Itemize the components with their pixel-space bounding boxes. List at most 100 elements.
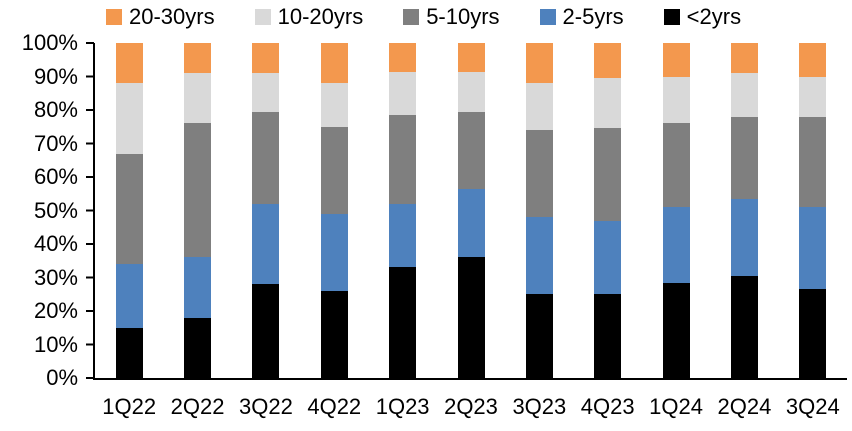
bar-segment-20-30yrs <box>662 43 690 77</box>
bar-3q24 <box>799 43 827 378</box>
bar-segment-2-5yrs <box>115 264 143 328</box>
legend-item-2-5yrs: 2-5yrs <box>539 4 624 30</box>
y-axis-tick-label: 10% <box>33 331 78 357</box>
bar-segment-10-20yrs <box>252 73 280 112</box>
bar-segment-10-20yrs <box>730 73 758 117</box>
bar-2q24 <box>730 43 758 378</box>
bar-segment-10-20yrs <box>457 71 485 112</box>
bar-segment--2yrs <box>389 267 417 378</box>
bar-segment-2-5yrs <box>457 188 485 258</box>
bar-segment--2yrs <box>662 282 690 378</box>
bar-segment-5-10yrs <box>730 116 758 199</box>
bar-segment-5-10yrs <box>525 130 553 218</box>
x-axis-tick-label: 1Q23 <box>375 394 430 419</box>
x-axis-tick-label: 3Q24 <box>785 394 840 419</box>
bar-segment-10-20yrs <box>594 78 622 129</box>
bar-segment-10-20yrs <box>662 76 690 124</box>
bar-segment-10-20yrs <box>184 73 212 124</box>
bar-segment-2-5yrs <box>594 220 622 295</box>
bar-segment-10-20yrs <box>799 76 827 117</box>
bar-segment-20-30yrs <box>115 43 143 84</box>
legend-swatch <box>539 9 556 25</box>
bar-segment-10-20yrs <box>389 71 417 116</box>
legend-label: 10-20yrs <box>277 4 364 29</box>
legend-swatch <box>106 9 122 25</box>
bar-segment-10-20yrs <box>320 83 348 127</box>
bar-segment-5-10yrs <box>594 128 622 221</box>
bar-segment--2yrs <box>115 327 143 378</box>
bar-4q23 <box>594 43 622 378</box>
y-axis-tick-label: 50% <box>33 197 78 223</box>
bar-segment-2-5yrs <box>730 198 758 276</box>
x-axis-tick-label: 4Q23 <box>580 394 635 419</box>
bar-segment-5-10yrs <box>252 111 280 204</box>
x-axis-tick-label: 3Q22 <box>238 394 293 419</box>
bar-segment-5-10yrs <box>799 116 827 208</box>
bar-segment-20-30yrs <box>320 43 348 84</box>
bar-segment-5-10yrs <box>115 153 143 265</box>
bar-segment-5-10yrs <box>662 123 690 208</box>
bar-segment-20-30yrs <box>457 43 485 72</box>
chart-legend: 20-30yrs 10-20yrs 5-10yrs 2-5yrs <2yrs <box>106 4 741 30</box>
bar-segment--2yrs <box>594 294 622 378</box>
x-axis-tick-label: 2Q22 <box>170 394 225 419</box>
bar-segment-20-30yrs <box>594 43 622 79</box>
legend-item-5-10yrs: 5-10yrs <box>403 4 500 30</box>
legend-item-20-30yrs: 20-30yrs <box>106 4 215 30</box>
bar-segment-2-5yrs <box>320 213 348 291</box>
bar-segment-2-5yrs <box>184 257 212 318</box>
y-axis-tick-label: 100% <box>21 30 78 55</box>
legend-swatch <box>663 9 680 25</box>
legend-label: 2-5yrs <box>562 4 624 29</box>
y-axis-tick-label: 40% <box>33 231 78 256</box>
bar-segment-2-5yrs <box>662 207 690 283</box>
bar-segment-2-5yrs <box>252 203 280 285</box>
legend-item-10-20yrs: 10-20yrs <box>254 4 364 30</box>
bar-segment-20-30yrs <box>525 43 553 84</box>
y-axis-tick-label: 90% <box>33 63 78 89</box>
y-axis-tick-label: 0% <box>46 365 78 390</box>
y-axis-tick-label: 70% <box>33 130 78 156</box>
bar-segment--2yrs <box>320 290 348 378</box>
y-axis-tick-label: 20% <box>33 298 78 323</box>
y-axis-line <box>93 43 95 380</box>
bar-segment--2yrs <box>525 294 553 378</box>
bar-segment--2yrs <box>799 289 827 378</box>
legend-swatch <box>403 9 420 25</box>
bar-1q23 <box>389 43 417 378</box>
y-axis-tick-label: 60% <box>33 164 78 189</box>
legend-label: 5-10yrs <box>426 4 500 29</box>
x-axis-line <box>93 378 847 380</box>
bar-segment-20-30yrs <box>389 43 417 72</box>
bar-segment--2yrs <box>457 257 485 378</box>
x-axis-tick-label: 4Q22 <box>307 394 362 419</box>
x-axis-tick-label: 1Q22 <box>102 394 157 419</box>
bar-segment-2-5yrs <box>525 217 553 295</box>
bar-segment-20-30yrs <box>730 43 758 74</box>
bar-3q23 <box>525 43 553 378</box>
x-axis-tick-label: 1Q24 <box>649 394 703 419</box>
plot-area <box>95 43 847 378</box>
bar-segment-20-30yrs <box>184 43 212 74</box>
legend-label: <2yrs <box>686 4 742 29</box>
bar-segment-5-10yrs <box>457 111 485 189</box>
bar-2q22 <box>184 43 212 378</box>
bar-segment--2yrs <box>252 284 280 378</box>
bar-segment-5-10yrs <box>320 126 348 214</box>
bar-segment-10-20yrs <box>525 83 553 131</box>
bar-3q22 <box>252 43 280 378</box>
y-axis-ticks <box>86 42 94 380</box>
x-axis-tick-label: 2Q24 <box>717 394 772 419</box>
y-axis-tick-label: 30% <box>33 264 78 290</box>
bar-1q22 <box>115 43 143 378</box>
y-axis-tick-label: 80% <box>33 97 78 122</box>
bar-segment-2-5yrs <box>799 207 827 290</box>
x-axis-tick-label: 2Q23 <box>444 394 498 419</box>
bar-segment-5-10yrs <box>389 115 417 204</box>
bar-segment-20-30yrs <box>252 43 280 74</box>
legend-swatch <box>254 9 271 25</box>
legend-label: 20-30yrs <box>129 4 215 29</box>
bar-segment-2-5yrs <box>389 203 417 268</box>
legend-item--2yrs: <2yrs <box>663 4 742 30</box>
